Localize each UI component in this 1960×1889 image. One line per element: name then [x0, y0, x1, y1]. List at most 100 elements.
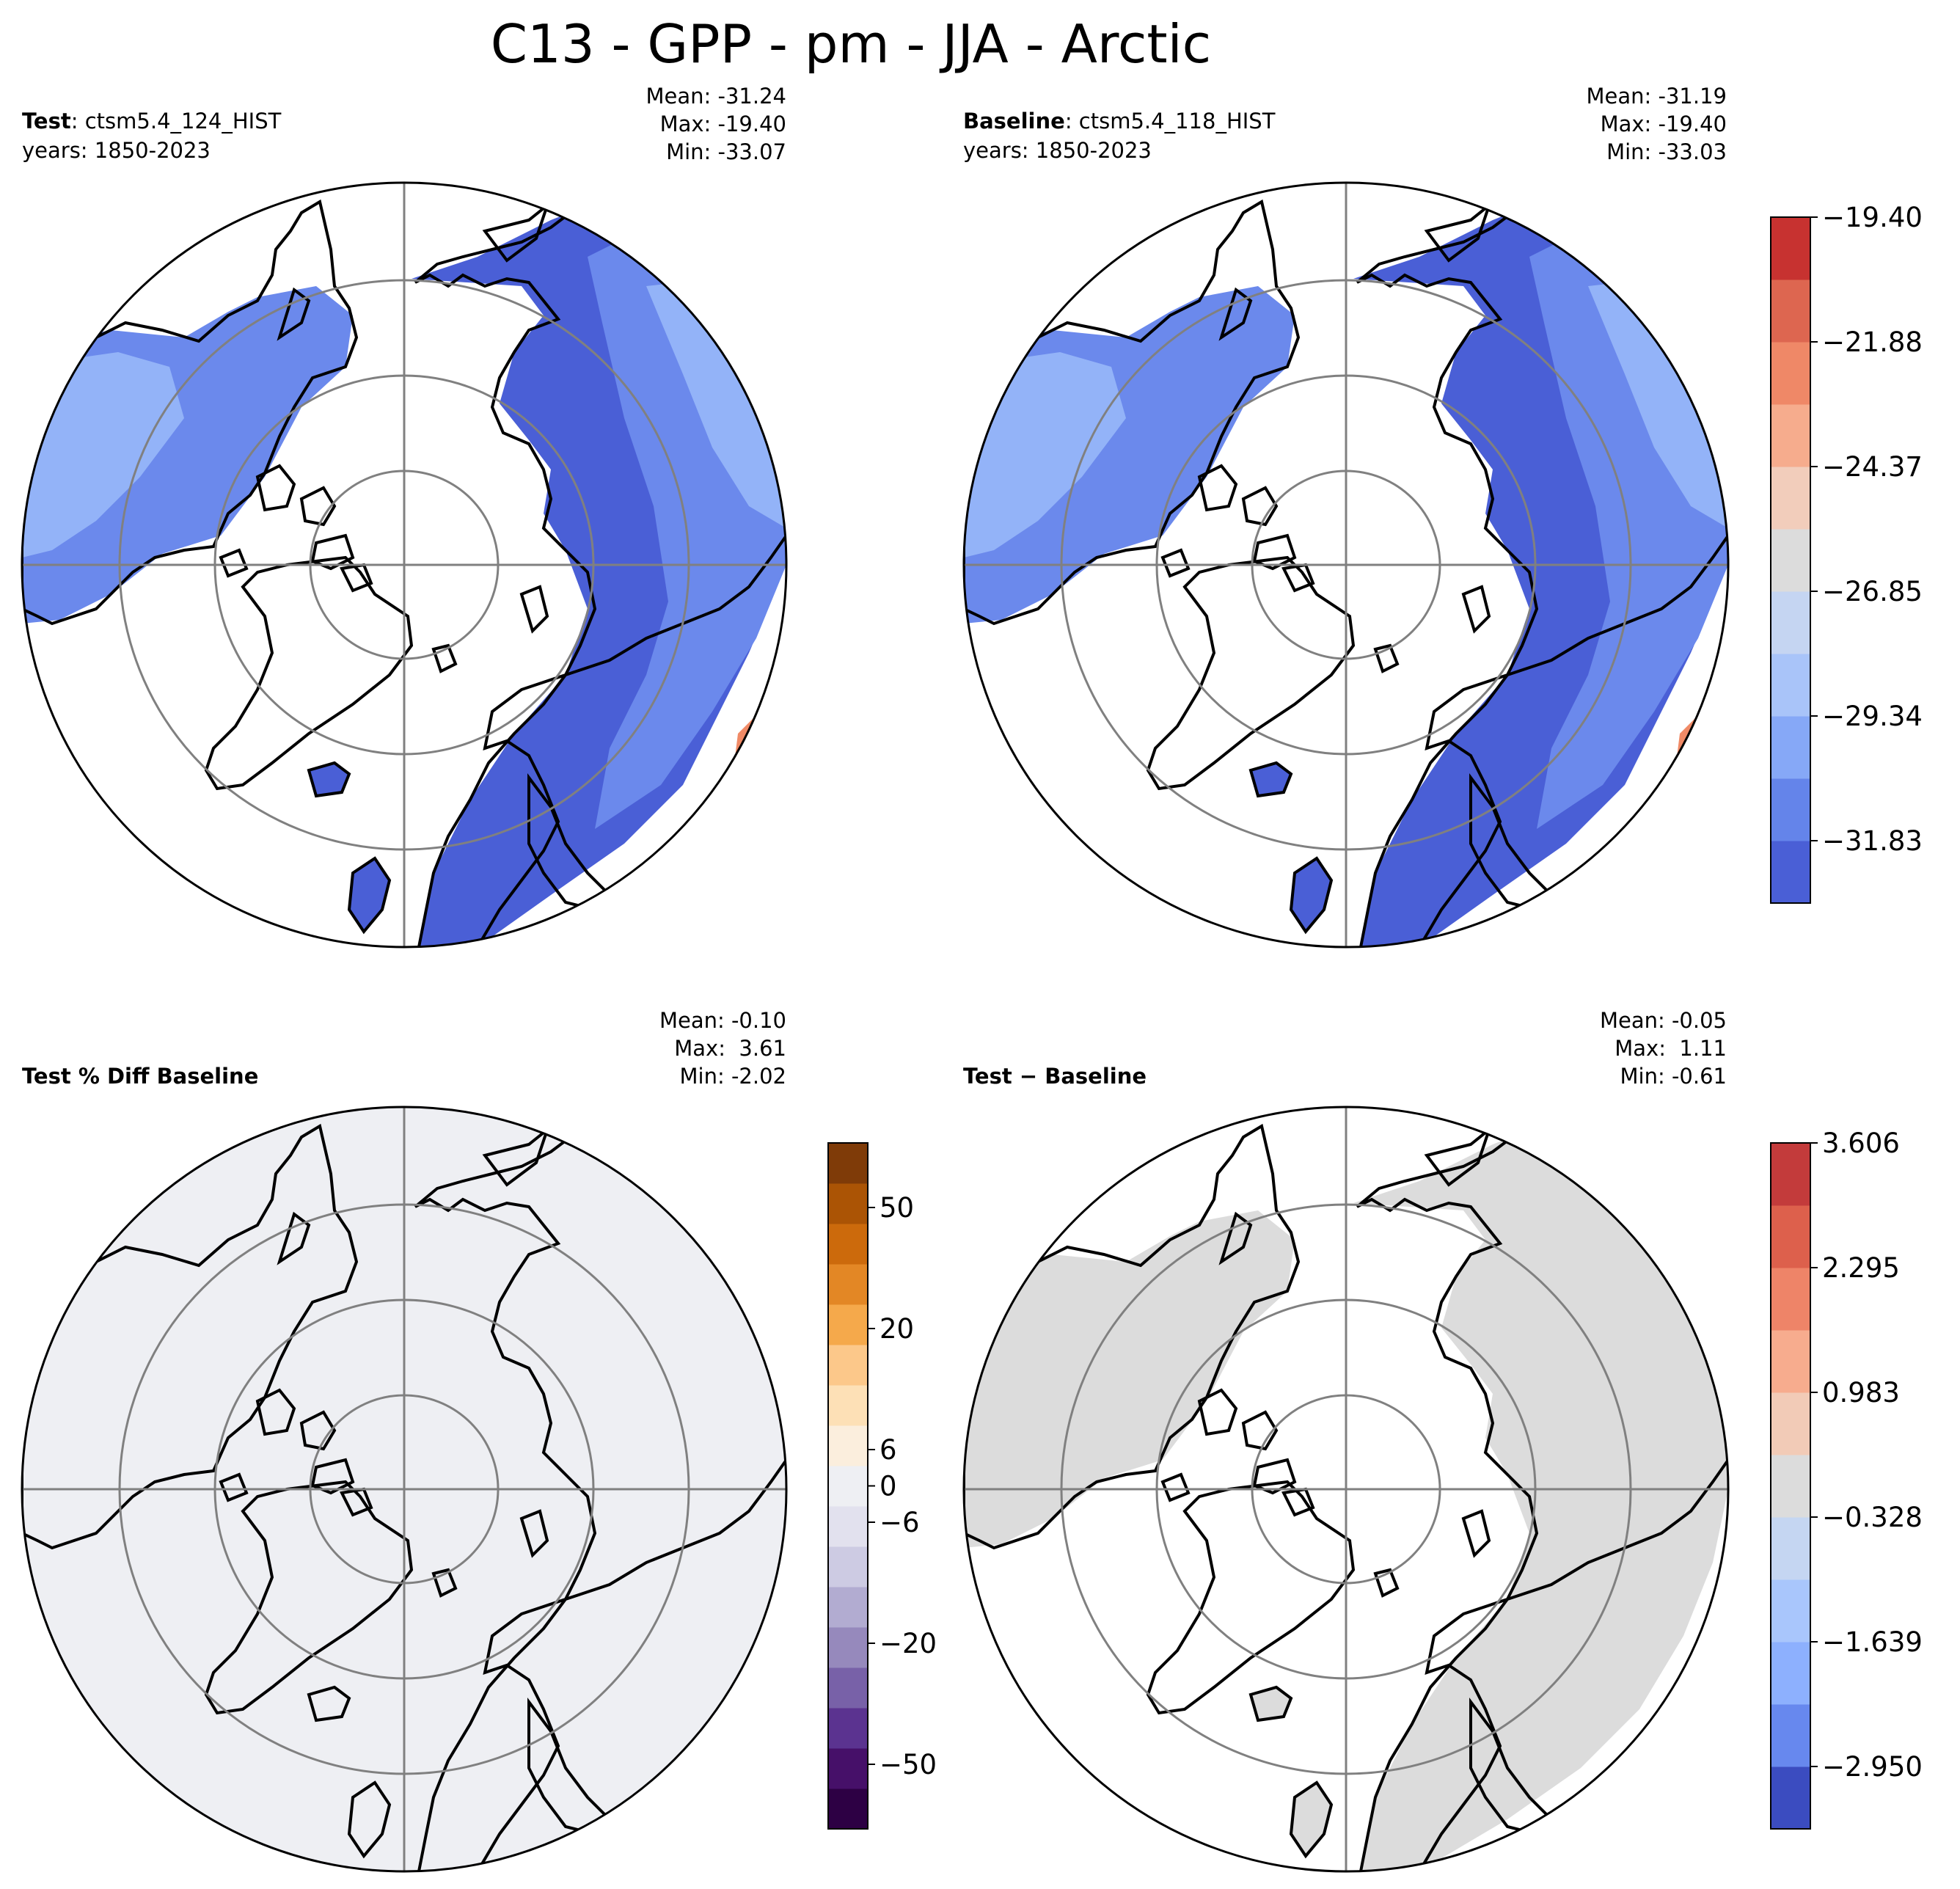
- pct-diff-mean: Mean: -0.10: [659, 1008, 786, 1033]
- figure-title: C13 - GPP - pm - JJA - Arctic: [490, 13, 1212, 75]
- colorbar-pct-segment: [828, 1587, 868, 1628]
- colorbar-pct-segment: [828, 1183, 868, 1224]
- colorbar-top-tick-label: −29.34: [1822, 701, 1923, 732]
- baseline-field-uk: [1291, 858, 1331, 932]
- colorbar-pct-segment: [828, 1425, 868, 1466]
- colorbar-diff-tick-label: 2.295: [1822, 1252, 1900, 1284]
- diff-mean: Mean: -0.05: [1599, 1008, 1727, 1033]
- colorbar-diff-segment: [1771, 1642, 1810, 1705]
- baseline-mean: Mean: -31.19: [1586, 84, 1727, 109]
- colorbar-pct-segment: [828, 1466, 868, 1507]
- colorbar-pct-segment: [828, 1546, 868, 1587]
- colorbar-top-tick-label: −24.37: [1822, 451, 1923, 483]
- colorbar-top-segment: [1771, 279, 1810, 343]
- colorbar-pct-tick-label: 6: [880, 1434, 897, 1466]
- colorbar-top-segment: [1771, 217, 1810, 280]
- baseline-max: Max: -19.40: [1600, 112, 1727, 136]
- colorbar-pct-segment: [828, 1264, 868, 1305]
- colorbar-diff-segment: [1771, 1392, 1810, 1455]
- colorbar-top-tick-label: −21.88: [1822, 326, 1923, 358]
- colorbar-diff-segment: [1771, 1330, 1810, 1393]
- colorbar-diff-tick-label: 3.606: [1822, 1128, 1900, 1159]
- colorbar-pct-segment: [828, 1708, 868, 1749]
- baseline-min: Min: -33.03: [1606, 139, 1727, 164]
- test-label-rest: : ctsm5.4_124_HIST: [70, 109, 282, 134]
- diff-max: Max: 1.11: [1615, 1036, 1727, 1061]
- test-field-iceland: [309, 763, 349, 796]
- baseline-stats: Mean: -31.19 Max: -19.40 Min: -33.03: [1587, 82, 1727, 166]
- diff-map: [962, 1106, 1730, 1873]
- colorbar-diff-tick-label: −1.639: [1822, 1626, 1923, 1658]
- baseline-years: years: 1850-2023: [963, 138, 1152, 163]
- pct-diff-map: [21, 1106, 788, 1873]
- test-map: [21, 181, 788, 949]
- pct-diff-stats: Mean: -0.10 Max: 3.61 Min: -2.02: [659, 1006, 786, 1090]
- pct-diff-label-bold: Test % Diff Baseline: [22, 1064, 259, 1089]
- colorbar-diff-segment: [1771, 1455, 1810, 1518]
- colorbar-top-segment: [1771, 654, 1810, 717]
- diff-field-uk: [1291, 1783, 1331, 1856]
- test-years: years: 1850-2023: [22, 138, 211, 163]
- test-max: Max: -19.40: [659, 112, 786, 136]
- pct-diff-label: Test % Diff Baseline: [22, 1064, 258, 1089]
- baseline-label: Baseline: ctsm5.4_118_HIST: [963, 109, 1275, 134]
- test-min: Min: -33.07: [666, 139, 786, 164]
- baseline-map: [962, 181, 1730, 949]
- colorbar-top-segment: [1771, 591, 1810, 654]
- colorbar-diff-segment: [1771, 1766, 1810, 1830]
- colorbar-top-tick-label: −31.83: [1822, 825, 1923, 857]
- colorbar-pct-tick-label: −50: [880, 1749, 937, 1780]
- colorbar-pct-segment: [828, 1667, 868, 1709]
- colorbar-top-tick-label: −26.85: [1822, 576, 1923, 607]
- colorbar-diff-segment: [1771, 1704, 1810, 1767]
- test-label-bold: Test: [22, 109, 71, 134]
- colorbar-pct-segment: [828, 1385, 868, 1426]
- colorbar-top-segment: [1771, 778, 1810, 841]
- colorbar-pct-tick-label: −6: [880, 1507, 920, 1538]
- test-field-outer-band: [22, 352, 184, 558]
- pct-diff-min: Min: -2.02: [679, 1064, 786, 1089]
- test-field-uk: [349, 858, 390, 932]
- colorbar-pct-segment: [828, 1345, 868, 1386]
- colorbar-diff-segment: [1771, 1579, 1810, 1643]
- colorbar-top-segment: [1771, 841, 1810, 904]
- colorbar-pct-segment: [828, 1143, 868, 1184]
- colorbar-top-segment: [1771, 342, 1810, 405]
- colorbar-pct-segment: [828, 1748, 868, 1789]
- colorbar-diff-frame: [1770, 1142, 1811, 1830]
- colorbar-top-tick-label: −19.40: [1822, 202, 1923, 233]
- baseline-label-rest: : ctsm5.4_118_HIST: [1064, 109, 1276, 134]
- colorbar-top-segment: [1771, 716, 1810, 779]
- diff-field-americas: [964, 1210, 1295, 1548]
- baseline-field-outer-band: [964, 352, 1126, 558]
- diff-label: Test − Baseline: [963, 1064, 1147, 1089]
- test-label: Test: ctsm5.4_124_HIST: [22, 109, 281, 134]
- colorbar-pct-segment: [828, 1627, 868, 1668]
- diff-stats: Mean: -0.05 Max: 1.11 Min: -0.61: [1600, 1006, 1727, 1090]
- baseline-label-bold: Baseline: [963, 109, 1065, 134]
- colorbar-top-segment: [1771, 404, 1810, 467]
- diff-min: Min: -0.61: [1620, 1064, 1727, 1089]
- colorbar-diff-segment: [1771, 1517, 1810, 1580]
- colorbar-pct-tick-label: 50: [880, 1192, 914, 1224]
- test-mean: Mean: -31.24: [646, 84, 787, 109]
- colorbar-diff-tick-label: −2.950: [1822, 1751, 1923, 1783]
- colorbar-diff-segment: [1771, 1205, 1810, 1268]
- colorbar-diff-tick-label: −0.328: [1822, 1502, 1923, 1533]
- colorbar-pct-tick-label: 0: [880, 1471, 897, 1502]
- colorbar-diff-segment: [1771, 1143, 1810, 1206]
- colorbar-pct-segment: [828, 1506, 868, 1547]
- colorbar-diff-segment: [1771, 1268, 1810, 1331]
- colorbar-pct-segment: [828, 1304, 868, 1345]
- diff-field-eurasia: [1353, 1115, 1728, 1871]
- colorbar-diff: 3.606 2.295 0.983 −0.328 −1.639 −2.950: [1770, 1128, 1923, 1830]
- colorbar-diff-tick-label: 0.983: [1822, 1377, 1900, 1408]
- diff-label-bold: Test − Baseline: [963, 1064, 1147, 1089]
- diff-field-iceland: [1251, 1687, 1291, 1720]
- colorbar-pct-tick-label: −20: [880, 1628, 937, 1659]
- baseline-field-iceland: [1251, 763, 1291, 796]
- pct-diff-max: Max: 3.61: [674, 1036, 786, 1061]
- colorbar-top-segment: [1771, 529, 1810, 592]
- test-stats: Mean: -31.24 Max: -19.40 Min: -33.07: [646, 82, 787, 166]
